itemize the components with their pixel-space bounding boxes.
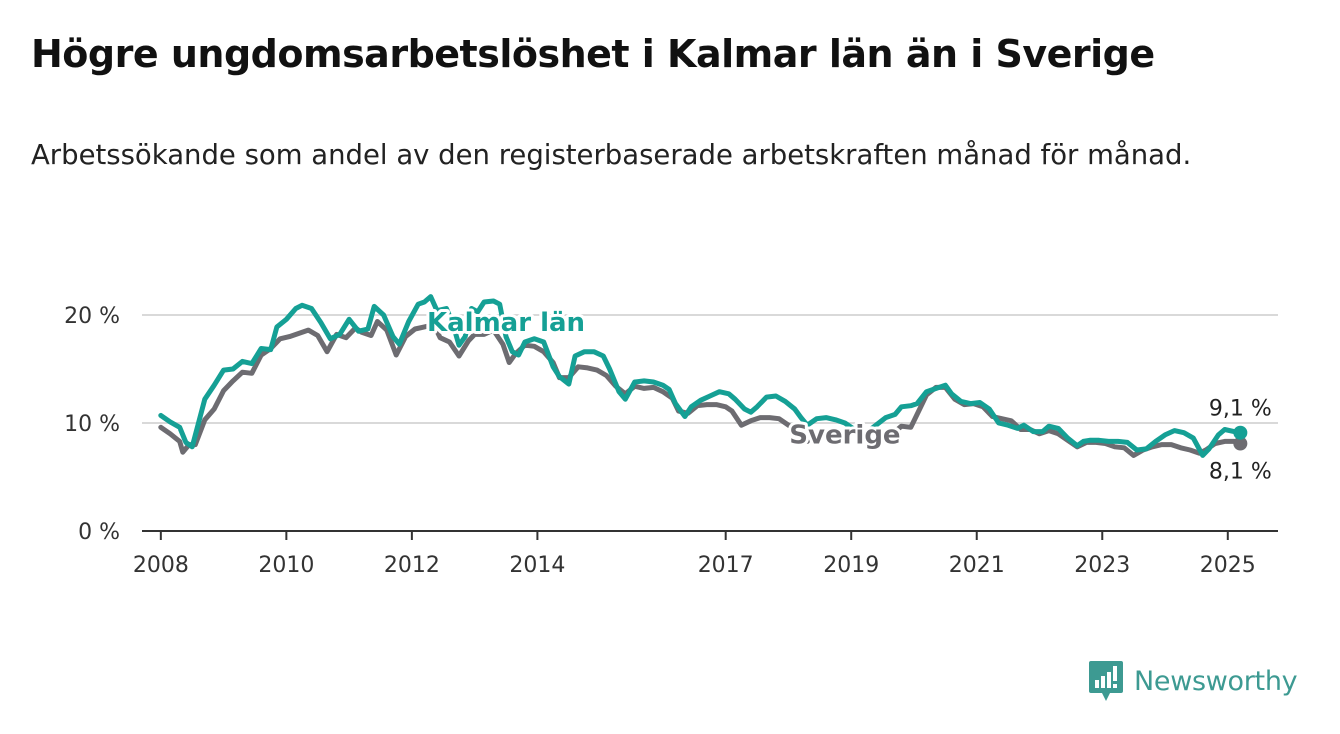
series-line — [158, 319, 810, 455]
chart-subtitle: Arbetssökande som andel av den registerb… — [31, 139, 1192, 171]
line-chart: 0 % 10 % 20 % 2008 2010 2012 2014 2017 2019 2021 2… — [64, 294, 1278, 578]
x-tick-label: 2025 — [1200, 553, 1256, 578]
sverige-end-point — [1233, 436, 1248, 451]
end-value-label: 8,1 % — [1209, 460, 1272, 485]
series-lines — [158, 294, 1248, 458]
axis-ticks: 0 % 10 % 20 % 2008 2010 2012 2014 2017 2019 2021 2… — [64, 304, 1256, 578]
x-tick-label: 2008 — [133, 553, 189, 578]
x-tick-label: 2010 — [258, 553, 314, 578]
bar-chart-logo-icon — [1089, 661, 1123, 701]
x-tick-label: 2021 — [949, 553, 1005, 578]
x-tick-label: 2023 — [1074, 553, 1130, 578]
series-line — [883, 384, 1243, 458]
series-label: Kalmar län — [427, 308, 585, 338]
end-value-label: 9,1 % — [1209, 397, 1272, 422]
annotations: Kalmar län Sverige 9,1 % 8,1 % — [424, 305, 1274, 486]
gridlines — [142, 314, 1278, 532]
x-tick-label: 2012 — [384, 553, 440, 578]
y-tick-label: 20 % — [64, 304, 120, 329]
series-label: Sverige — [789, 421, 900, 451]
x-tick-label: 2019 — [823, 553, 879, 578]
chart-title: Högre ungdomsarbetslöshet i Kalmar län ä… — [31, 32, 1155, 76]
x-tick-label: 2014 — [509, 553, 565, 578]
newsworthy-logo: Newsworthy — [1088, 660, 1298, 702]
y-tick-label: 0 % — [78, 520, 120, 545]
y-tick-label: 10 % — [64, 412, 120, 437]
brand-name: Newsworthy — [1134, 665, 1298, 697]
kalmar-end-point — [1233, 425, 1248, 440]
series-line — [158, 294, 1243, 458]
x-tick-label: 2017 — [698, 553, 754, 578]
